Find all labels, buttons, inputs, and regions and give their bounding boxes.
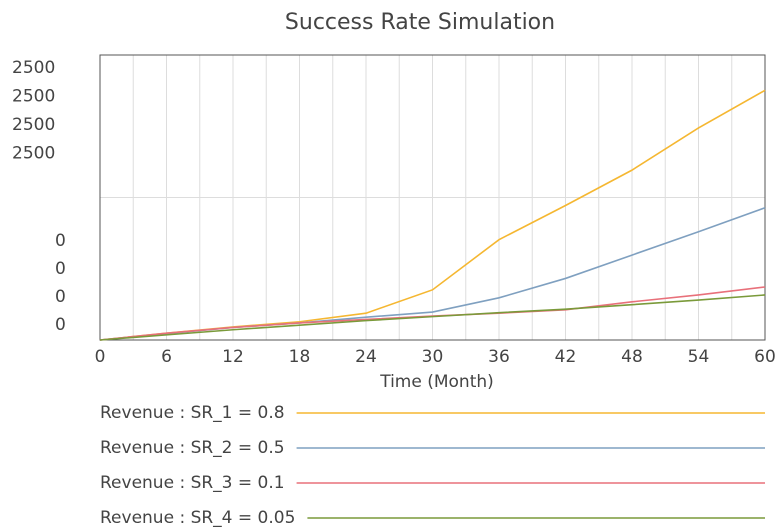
series-line <box>99 294 766 341</box>
x-axis-label: Time (Month) <box>379 372 494 392</box>
legend-label: Revenue : SR_3 = 0.1 <box>100 473 285 493</box>
y-tick-label: 2500 <box>12 115 55 135</box>
y-tick-label: 0 <box>55 259 66 279</box>
x-tick-label: 48 <box>621 347 643 367</box>
x-tick-label: 6 <box>161 347 172 367</box>
x-tick-label: 54 <box>688 347 710 367</box>
legend-label: Revenue : SR_2 = 0.5 <box>100 438 285 458</box>
x-tick-label: 12 <box>222 347 244 367</box>
x-tick-label: 60 <box>754 347 776 367</box>
y-tick-label: 0 <box>55 231 66 251</box>
y-tick-label: 0 <box>55 315 66 335</box>
legend-label: Revenue : SR_1 = 0.8 <box>100 403 285 423</box>
y-tick-label: 2500 <box>12 144 55 164</box>
x-tick-label: 24 <box>355 347 377 367</box>
x-tick-label: 42 <box>555 347 577 367</box>
plot-frame <box>99 54 766 341</box>
x-tick-label: 36 <box>488 347 510 367</box>
legend-label: Revenue : SR_4 = 0.05 <box>100 508 295 527</box>
y-tick-label: 0 <box>55 287 66 307</box>
x-tick-label: 30 <box>422 347 444 367</box>
x-tick-label: 18 <box>289 347 311 367</box>
y-tick-label: 2500 <box>12 58 55 78</box>
y-tick-label: 2500 <box>12 87 55 107</box>
chart-title: Success Rate Simulation <box>285 10 555 35</box>
x-tick-label: 0 <box>95 347 106 367</box>
